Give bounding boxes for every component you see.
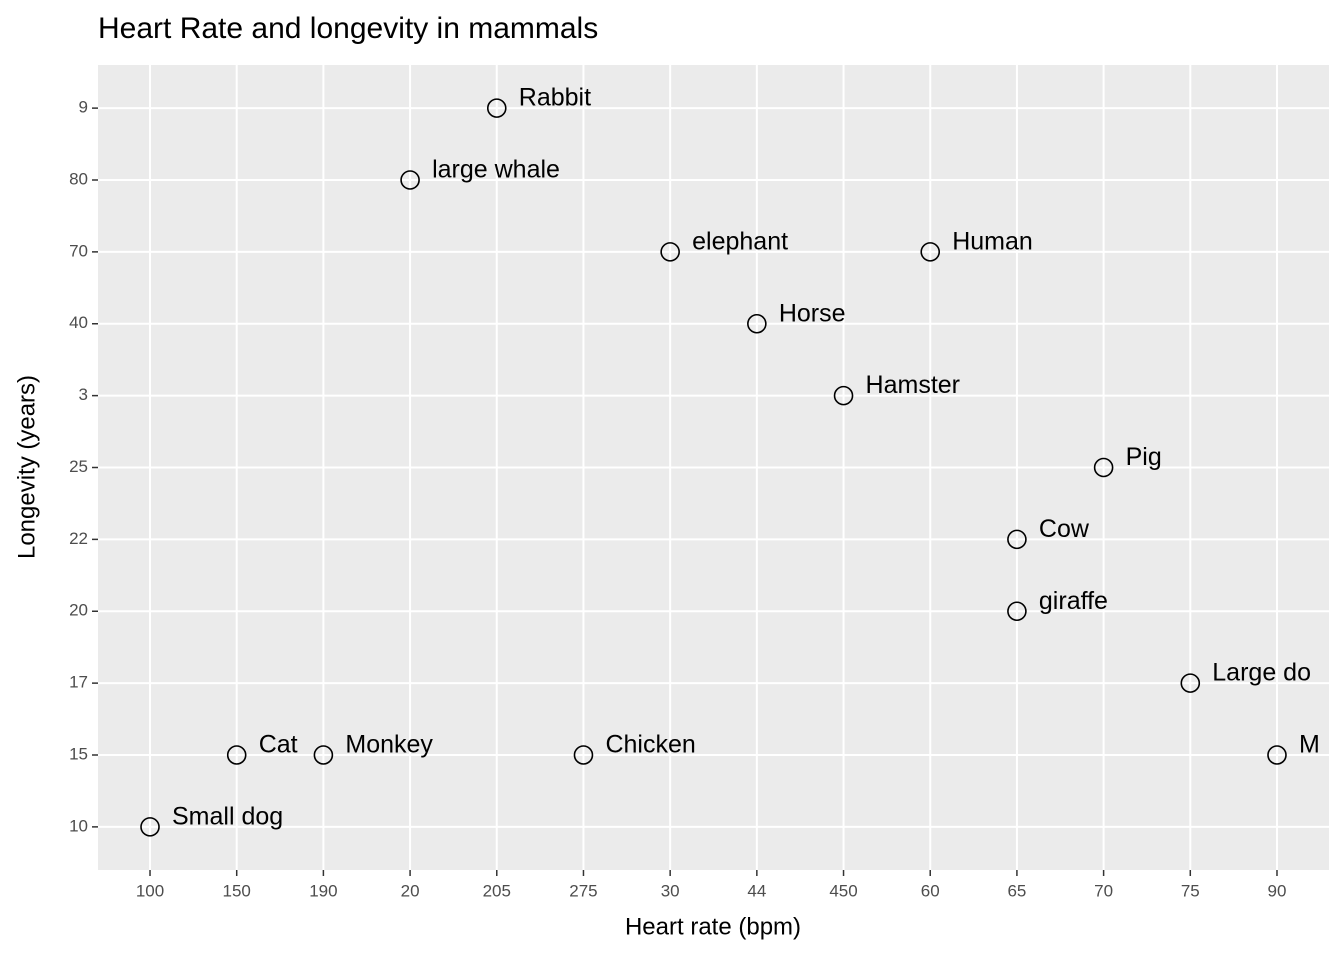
point-label: giraffe [1039,587,1108,615]
point [313,745,334,765]
point-label: M [1299,731,1320,759]
y-tick-label: 3 [79,385,88,404]
point [1180,673,1201,693]
x-tick-label: 70 [1094,881,1113,900]
y-tick-label: 70 [69,241,88,260]
point-label: Pig [1126,443,1162,471]
x-tick-label: 275 [569,881,597,900]
point-label: Large do [1212,659,1311,687]
point-label: Chicken [605,731,695,759]
y-tick-label: 25 [69,457,88,476]
point [1007,529,1027,550]
y-tick-label: 22 [69,529,88,548]
x-tick-label: 30 [661,881,680,900]
point-label: Hamster [866,371,960,399]
point-label: Human [952,227,1033,255]
point-label: large whale [432,156,560,184]
point [747,313,767,334]
point [1267,745,1287,765]
point [920,242,941,262]
point-label: Small dog [172,802,283,830]
x-tick-label: 190 [309,881,337,900]
point [486,98,507,118]
y-tick-label: 17 [69,673,88,692]
point [1093,457,1114,478]
x-tick-label: 60 [921,881,940,900]
y-tick-label: 10 [69,816,88,835]
y-tick-label: 15 [69,744,88,763]
y-tick-label: 9 [79,98,88,117]
point-label: elephant [692,227,788,255]
x-tick-label: 65 [1007,881,1026,900]
y-tick-label: 40 [69,313,88,332]
x-tick-label: 90 [1268,881,1287,900]
point-label: Cat [259,731,298,759]
x-tick-label: 20 [401,881,420,900]
point [573,745,594,765]
x-tick-label: 205 [483,881,511,900]
point [660,242,680,262]
point-label: Horse [779,299,846,327]
point [140,817,160,837]
y-axis-title: Longevity (years) [13,375,40,559]
x-tick-label: 75 [1181,881,1200,900]
point-label: Rabbit [519,84,591,112]
point [400,170,420,190]
y-tick-label: 20 [69,601,88,620]
x-tick-label: 44 [747,881,766,900]
point [226,745,247,765]
x-tick-label: 100 [136,881,164,900]
y-tick-label: 80 [69,169,88,188]
point-label: Monkey [345,731,433,759]
chart-title: Heart Rate and longevity in mammals [98,12,598,45]
x-tick-label: 150 [223,881,251,900]
point [833,385,854,406]
x-axis-title: Heart rate (bpm) [625,913,801,940]
x-tick-label: 450 [829,881,857,900]
point [1007,601,1027,622]
point-label: Cow [1039,515,1090,543]
